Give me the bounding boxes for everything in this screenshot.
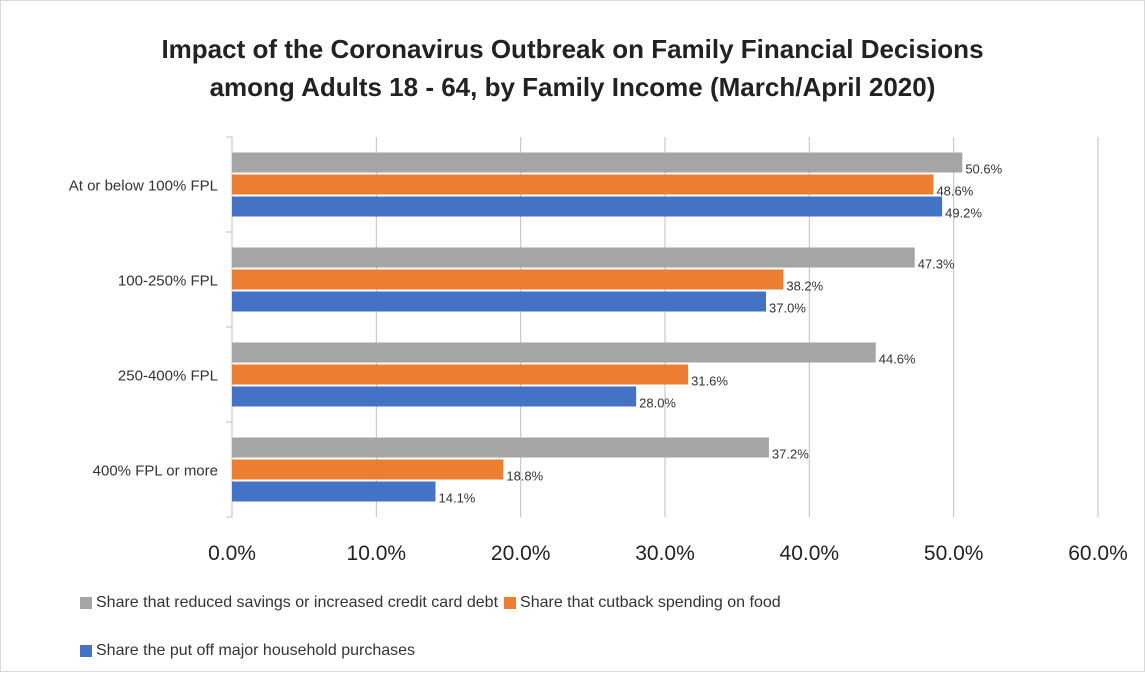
data-label-3-1: 18.8% <box>506 469 543 484</box>
x-tick-label-6: 60.0% <box>1068 542 1128 565</box>
bar-2-1 <box>232 364 689 385</box>
x-tick-label-3: 30.0% <box>635 542 695 565</box>
bar-3-0 <box>232 437 769 458</box>
bar-chart: 50.6% 48.6% 49.2% At or below 100% FPL 47.3%… <box>69 136 1128 565</box>
x-tick-label-2: 20.0% <box>491 542 551 565</box>
x-tick-label-4: 40.0% <box>780 542 840 565</box>
legend-item-purchases: Share the put off major household purcha… <box>80 642 415 660</box>
bar-1-0 <box>232 247 915 268</box>
category-label-2: 250-400% FPL <box>118 368 218 385</box>
legend-row-1: Share that reduced savings or increased … <box>80 593 787 613</box>
chart-title: Impact of the Coronavirus Outbreak on Fa… <box>0 30 1145 106</box>
category-label-3: 400% FPL or more <box>93 463 218 480</box>
chart-title-line1: Impact of the Coronavirus Outbreak on Fa… <box>161 34 984 64</box>
data-label-1-2: 37.0% <box>769 301 806 316</box>
bar-0-2 <box>232 196 943 217</box>
data-label-0-2: 49.2% <box>945 206 982 221</box>
category-label-0: At or below 100% FPL <box>69 178 218 195</box>
legend-item-food: Share that cutback spending on food <box>504 594 781 612</box>
legend-label-food: Share that cutback spending on food <box>520 594 781 611</box>
legend-label-savings: Share that reduced savings or increased … <box>96 594 499 611</box>
bar-1-1 <box>232 269 784 290</box>
data-label-0-1: 48.6% <box>936 184 973 199</box>
legend-row-2: Share the put off major household purcha… <box>80 641 787 661</box>
bar-2-2 <box>232 386 637 407</box>
x-tick-label-0: 0.0% <box>208 542 256 565</box>
bar-0-0 <box>232 152 963 173</box>
legend-swatch-purchases <box>80 645 92 657</box>
bar-2-0 <box>232 342 876 363</box>
x-tick-label-5: 50.0% <box>924 542 984 565</box>
bar-1-2 <box>232 291 767 312</box>
legend-swatch-food <box>504 597 517 609</box>
data-label-2-2: 28.0% <box>639 396 676 411</box>
bar-3-2 <box>232 481 436 502</box>
data-label-0-0: 50.6% <box>965 162 1002 177</box>
chart-title-line2: among Adults 18 - 64, by Family Income (… <box>209 72 936 102</box>
legend-label-purchases: Share the put off major household purcha… <box>96 642 416 659</box>
data-label-2-0: 44.6% <box>879 352 916 367</box>
legend-item-savings: Share that reduced savings or increased … <box>80 594 498 612</box>
bar-0-1 <box>232 174 934 195</box>
chart-legend: Share that reduced savings or increased … <box>80 593 787 689</box>
x-tick-label-1: 10.0% <box>347 542 407 565</box>
data-label-2-1: 31.6% <box>691 374 728 389</box>
category-label-1: 100-250% FPL <box>118 273 218 290</box>
data-label-3-2: 14.1% <box>439 491 476 506</box>
bar-3-1 <box>232 459 504 480</box>
data-label-1-0: 47.3% <box>918 257 955 272</box>
legend-swatch-savings <box>80 597 92 609</box>
data-label-1-1: 38.2% <box>786 279 823 294</box>
data-label-3-0: 37.2% <box>772 447 809 462</box>
